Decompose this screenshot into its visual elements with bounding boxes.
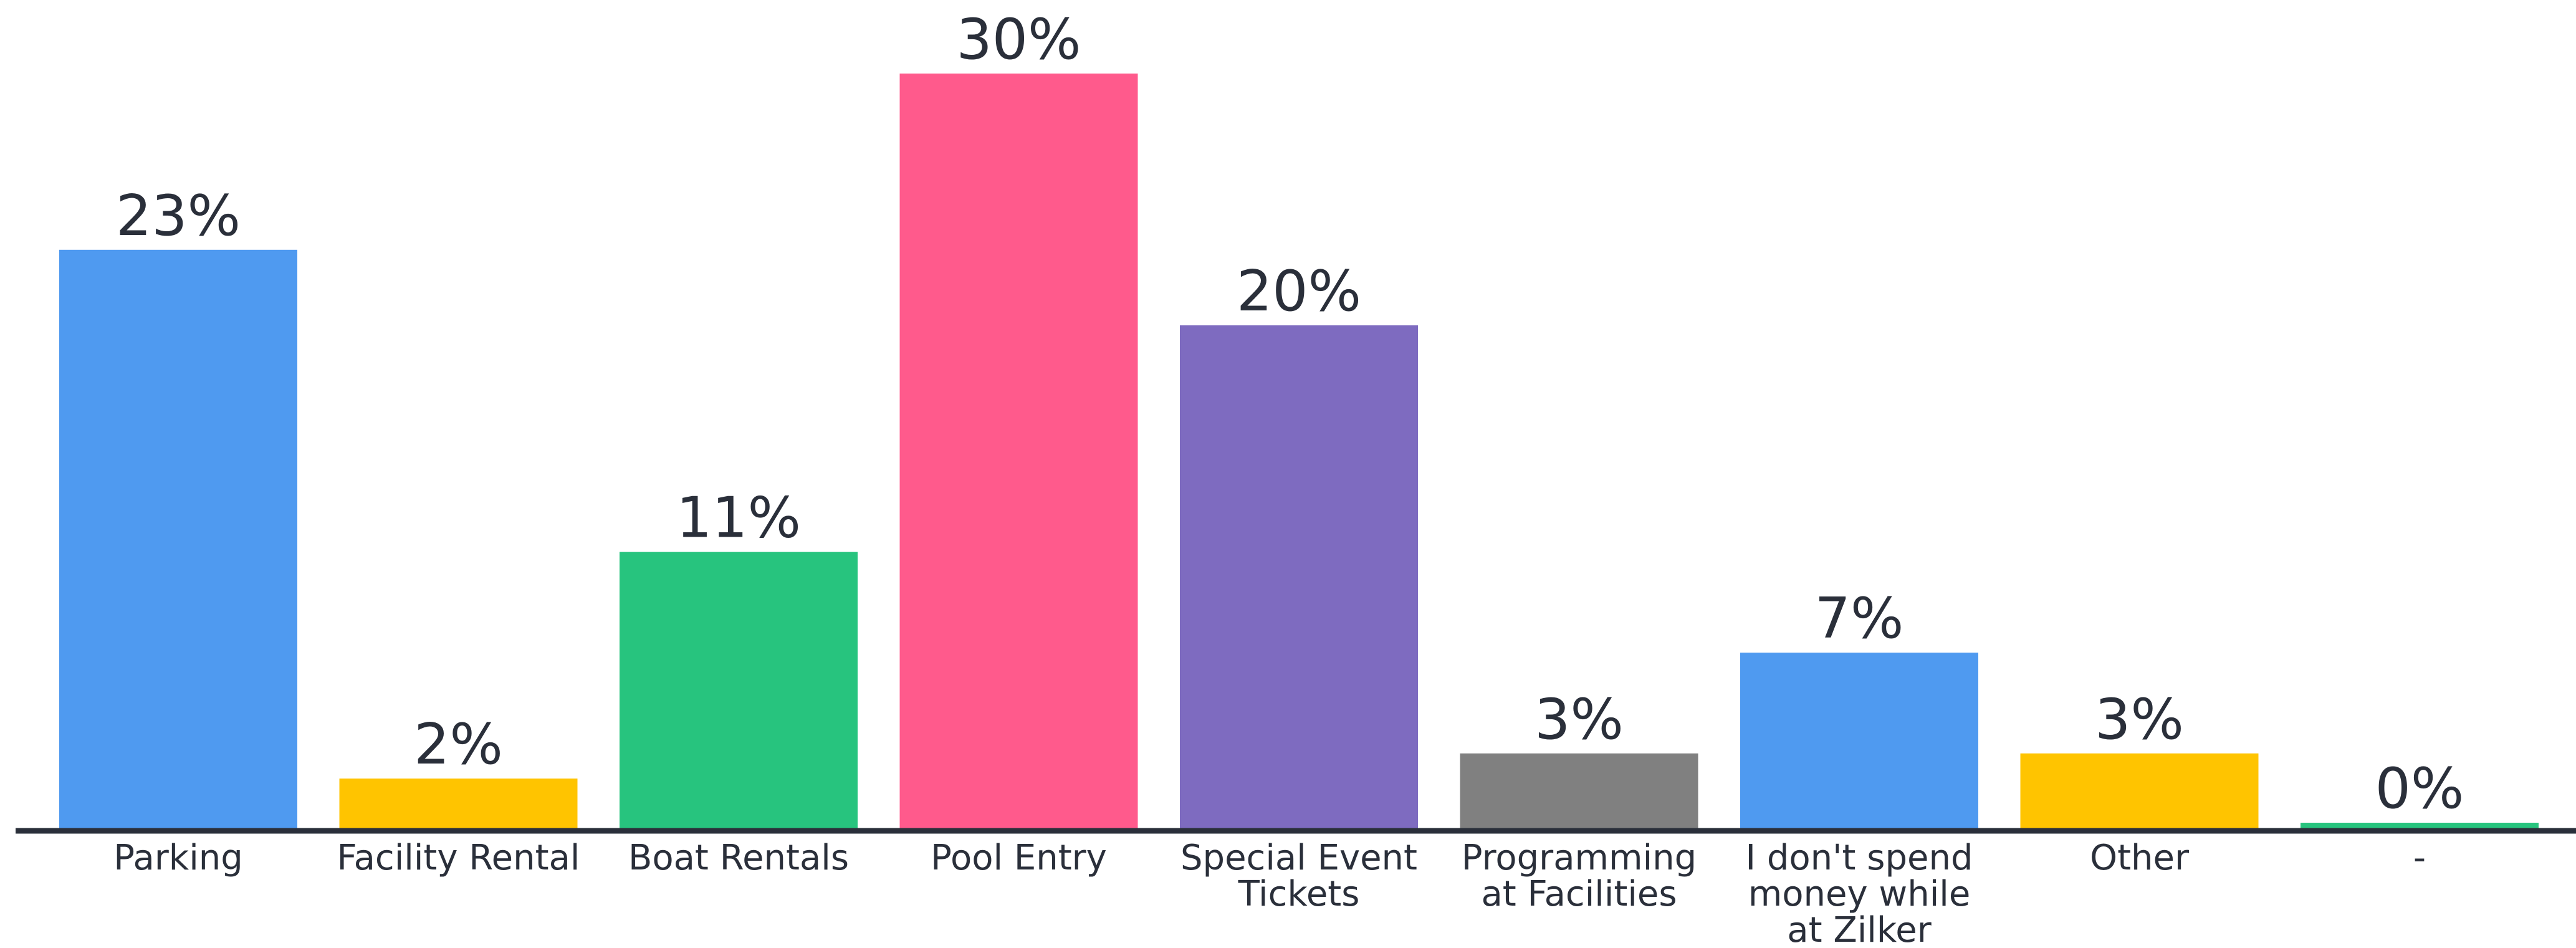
category-label-line: Other — [2090, 838, 2190, 878]
value-label-1: 2% — [414, 712, 503, 777]
category-label-3: Pool Entry — [931, 838, 1107, 878]
category-label-8: - — [2413, 838, 2426, 878]
value-label-7: 3% — [2095, 687, 2184, 752]
value-label-4: 20% — [1237, 259, 1361, 324]
category-label-6: I don't spend money while at Zilker — [1746, 838, 1973, 948]
category-label-line: at Zilker — [1787, 910, 1932, 948]
category-label-line: Tickets — [1238, 874, 1360, 914]
category-label-line: Facility Rental — [337, 838, 580, 878]
category-label-7: Other — [2090, 838, 2190, 878]
category-label-5: Programming at Facilities — [1462, 838, 1697, 914]
category-label-line: Parking — [113, 838, 243, 878]
category-label-line: Pool Entry — [931, 838, 1107, 878]
category-label-line: Programming — [1462, 838, 1697, 878]
value-label-5: 3% — [1535, 687, 1624, 752]
category-label-line: Boat Rentals — [628, 838, 849, 878]
category-labels-layer: Parking Facility Rental Boat Rentals Pool E… — [113, 838, 2426, 948]
value-label-8: 0% — [2375, 756, 2464, 821]
category-label-0: Parking — [113, 838, 243, 878]
bar-3 — [899, 74, 1138, 829]
bars-layer — [59, 74, 2539, 829]
category-label-4: Special Event Tickets — [1180, 838, 1417, 914]
bar-0 — [59, 249, 297, 829]
bar-2 — [620, 552, 858, 829]
value-label-0: 23% — [116, 183, 241, 249]
category-label-line: I don't spend — [1746, 838, 1973, 878]
bar-8 — [2301, 823, 2539, 829]
value-label-3: 30% — [956, 7, 1081, 72]
value-label-2: 11% — [676, 486, 801, 551]
category-label-2: Boat Rentals — [628, 838, 849, 878]
value-labels-layer: 23% 2% 11% 30% 20% 3% 7% 3% 0% — [116, 7, 2464, 821]
category-label-line: Special Event — [1180, 838, 1417, 878]
category-label-line: - — [2413, 838, 2426, 878]
bar-5 — [1460, 753, 1698, 829]
bar-1 — [339, 778, 578, 829]
category-label-1: Facility Rental — [337, 838, 580, 878]
bar-6 — [1740, 653, 1978, 829]
category-label-line: at Facilities — [1481, 874, 1677, 914]
bar-4 — [1180, 325, 1418, 829]
bar-7 — [2020, 753, 2259, 829]
value-label-6: 7% — [1815, 586, 1904, 651]
category-label-line: money while — [1748, 874, 1971, 914]
